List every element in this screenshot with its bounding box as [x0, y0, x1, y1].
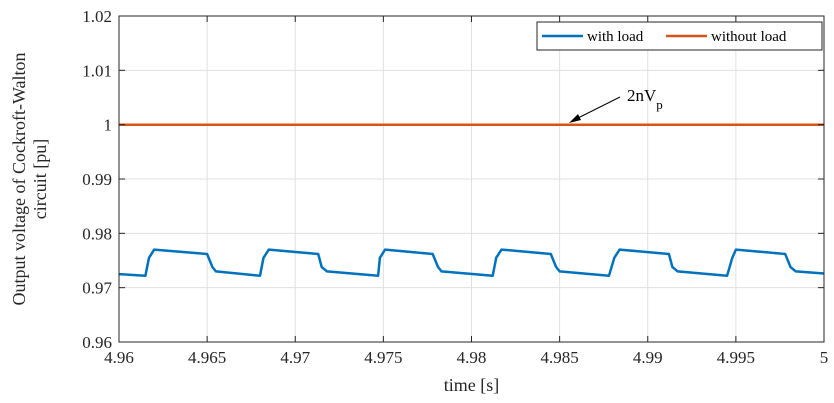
x-tick-label: 5 [820, 348, 829, 367]
y-tick-label: 0.99 [82, 170, 112, 189]
annotation-2nvp: 2nVp [569, 86, 663, 123]
tick-labels: 4.96 4.965 4.97 4.975 4.98 4.985 4.99 4.995 5 0.9… [82, 7, 828, 367]
series-line-with-load [118, 248, 825, 277]
x-tick-label: 4.965 [188, 348, 226, 367]
x-tick-label: 4.975 [364, 348, 402, 367]
x-axis-title: time [s] [444, 375, 500, 395]
y-axis-title-line2: circuit [pu] [30, 139, 50, 219]
series-group [118, 123, 825, 277]
annotation-label: 2nVp [627, 86, 663, 112]
x-tick-label: 4.96 [104, 348, 134, 367]
y-tick-label: 0.97 [82, 279, 112, 298]
x-tick-label: 4.995 [717, 348, 755, 367]
plot-frame [118, 15, 825, 343]
annotation-arrow-line [571, 96, 621, 122]
y-tick-label: 1.01 [82, 61, 112, 80]
annotation-main: 2nV [627, 86, 657, 105]
x-tick-label: 4.99 [633, 348, 663, 367]
y-tick-label: 0.96 [82, 333, 112, 352]
y-tick-label: 0.98 [82, 224, 112, 243]
x-tick-label: 4.97 [280, 348, 310, 367]
y-axis-title-line1: Output voltage of Cockroft-Walton [9, 53, 29, 306]
annotation-arrowhead [569, 114, 581, 123]
x-tick-label: 4.985 [541, 348, 579, 367]
annotation-sub: p [656, 97, 663, 112]
x-tick-label: 4.98 [457, 348, 487, 367]
legend-label-without-load: without load [711, 29, 787, 45]
y-tick-label: 1.02 [82, 7, 112, 26]
legend-label-with-load: with load [587, 29, 644, 45]
y-tick-label: 1 [104, 116, 113, 135]
legend: with load without load [536, 21, 823, 51]
